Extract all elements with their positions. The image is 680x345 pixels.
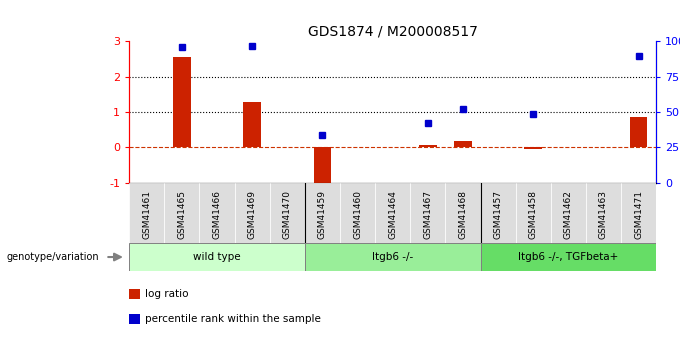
Bar xyxy=(445,183,481,243)
Text: genotype/variation: genotype/variation xyxy=(7,252,99,262)
Bar xyxy=(419,145,437,148)
Text: GSM41466: GSM41466 xyxy=(213,190,222,239)
Bar xyxy=(173,57,190,148)
Text: percentile rank within the sample: percentile rank within the sample xyxy=(145,314,321,324)
Bar xyxy=(305,183,340,243)
Text: Itgb6 -/-: Itgb6 -/- xyxy=(372,252,413,262)
Bar xyxy=(165,183,199,243)
Bar xyxy=(129,289,139,299)
Text: GSM41457: GSM41457 xyxy=(494,190,503,239)
Text: GSM41468: GSM41468 xyxy=(458,190,467,239)
Text: GSM41469: GSM41469 xyxy=(248,190,256,239)
Text: Itgb6 -/-, TGFbeta+: Itgb6 -/-, TGFbeta+ xyxy=(518,252,619,262)
Text: log ratio: log ratio xyxy=(145,289,188,299)
Text: GSM41465: GSM41465 xyxy=(177,190,186,239)
Bar xyxy=(129,314,139,324)
Text: wild type: wild type xyxy=(193,252,241,262)
Text: GSM41459: GSM41459 xyxy=(318,190,327,239)
Bar xyxy=(551,183,586,243)
Title: GDS1874 / M200008517: GDS1874 / M200008517 xyxy=(308,25,477,39)
Bar xyxy=(630,117,647,148)
Bar xyxy=(454,141,472,148)
Bar xyxy=(410,183,445,243)
Bar xyxy=(524,148,542,149)
Text: GSM41463: GSM41463 xyxy=(599,190,608,239)
Bar xyxy=(375,183,410,243)
Bar xyxy=(621,183,656,243)
Bar xyxy=(305,243,481,271)
Bar xyxy=(199,183,235,243)
Bar xyxy=(586,183,621,243)
Bar xyxy=(270,183,305,243)
Text: GSM41462: GSM41462 xyxy=(564,190,573,239)
Text: GSM41470: GSM41470 xyxy=(283,190,292,239)
Bar xyxy=(243,101,261,148)
Bar xyxy=(515,183,551,243)
Bar xyxy=(340,183,375,243)
Bar xyxy=(481,183,515,243)
Bar xyxy=(235,183,270,243)
Text: GSM41460: GSM41460 xyxy=(353,190,362,239)
Text: GSM41464: GSM41464 xyxy=(388,190,397,239)
Text: GSM41467: GSM41467 xyxy=(424,190,432,239)
Bar xyxy=(481,243,656,271)
Bar xyxy=(313,148,331,185)
Bar xyxy=(129,243,305,271)
Text: GSM41461: GSM41461 xyxy=(142,190,151,239)
Text: GSM41471: GSM41471 xyxy=(634,190,643,239)
Text: GSM41458: GSM41458 xyxy=(529,190,538,239)
Bar xyxy=(129,183,165,243)
